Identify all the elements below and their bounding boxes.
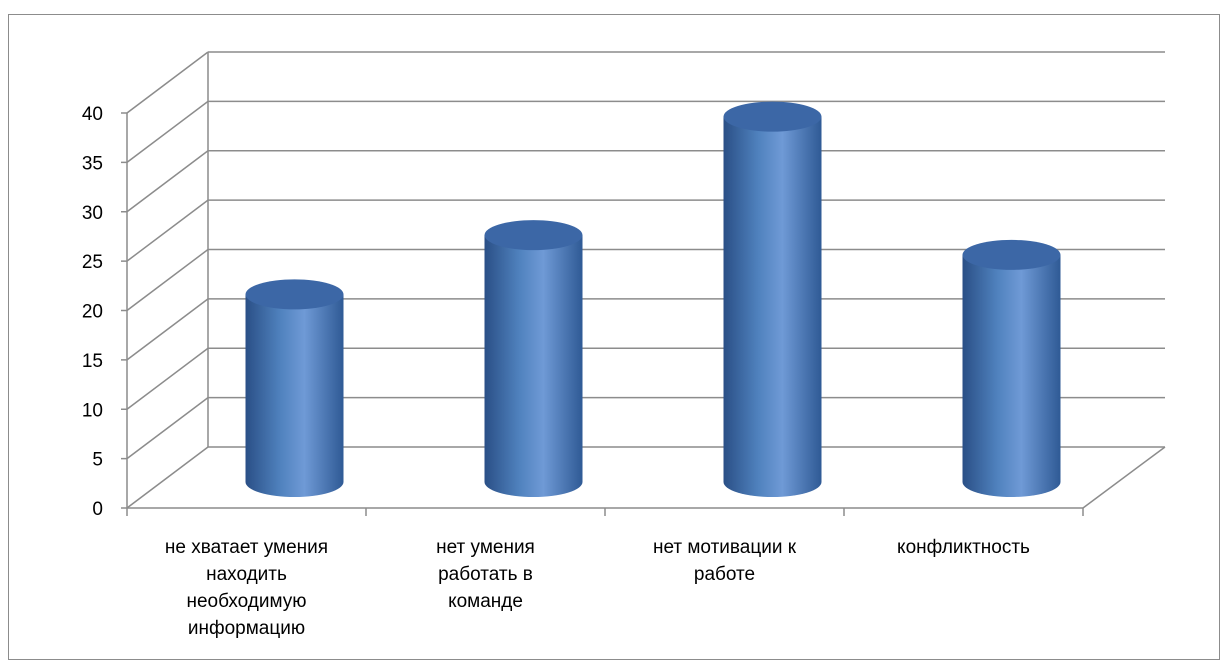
y-tick-label: 25 [82,252,103,273]
x-category-label: необходимую [186,591,306,612]
x-category-label: не хватает умения [165,537,328,558]
bar [962,239,1061,498]
y-tick-label: 30 [82,203,103,224]
x-category-label: находить [206,564,287,585]
x-category-label: информацию [188,618,305,639]
x-category-label: нет мотивации к [653,537,797,558]
x-category-label: команде [448,591,523,612]
y-tick-label: 0 [92,499,103,520]
bar-top [245,279,344,310]
bar [723,101,822,498]
side-wall-line [126,199,209,262]
bar-top [962,239,1061,270]
x-category-label: конфликтность [897,537,1030,558]
x-category-label: работать в [438,564,533,585]
bar-body [245,294,344,498]
side-wall-line [126,150,209,213]
y-tick-label: 40 [82,104,103,125]
y-tick-label: 35 [82,153,103,174]
side-wall-line [126,397,209,460]
bars [245,101,1061,498]
y-tick-label: 10 [82,400,103,421]
side-wall-line [126,248,209,312]
bar [245,279,344,498]
side-wall-line [126,347,209,410]
side-wall-line [126,446,209,509]
bar-body [484,235,583,498]
bar [484,220,583,498]
side-wall-line [126,100,209,163]
bar-top [484,220,583,251]
x-category-labels: не хватает умения находить необходимую инфо… [165,537,1030,639]
bar-body [962,254,1061,498]
side-wall-line [126,51,209,114]
y-tick-label: 5 [92,450,103,471]
floor-edge [1082,446,1166,509]
y-tick-labels: 0 5 10 15 20 25 30 35 40 [82,104,103,520]
x-category-label: работе [694,564,755,585]
y-tick-label: 20 [82,302,103,323]
y-tick-label: 15 [82,351,103,372]
bar-top [723,101,822,132]
side-wall-line [126,298,209,361]
bar-body [723,116,822,498]
x-category-label: нет умения [436,537,535,558]
